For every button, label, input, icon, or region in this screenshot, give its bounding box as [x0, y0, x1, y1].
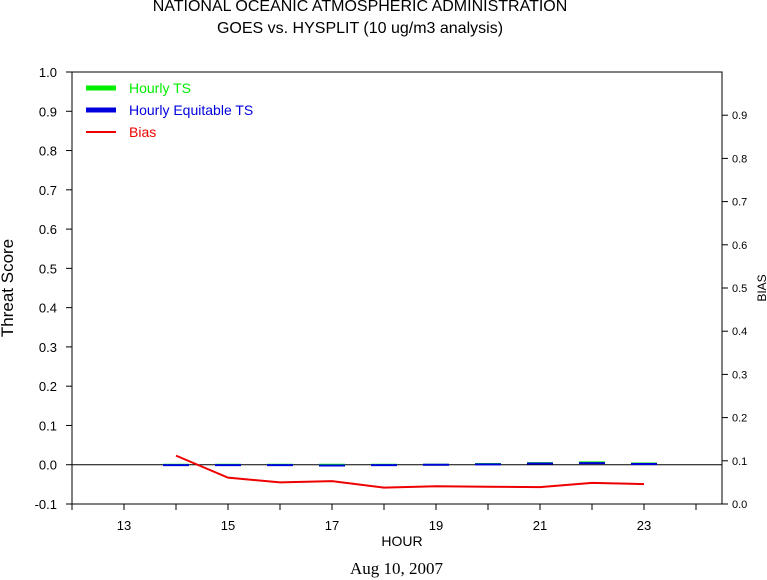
y-tick-label: 0.2 — [39, 379, 57, 394]
y2-tick-label: 0.5 — [732, 283, 747, 295]
x-tick-label: 17 — [325, 518, 339, 533]
y2-tick-label: 0.4 — [732, 326, 747, 338]
y-tick-label: 0.0 — [39, 458, 57, 473]
legend-label-0: Hourly TS — [129, 80, 191, 96]
date-label: Aug 10, 2007 — [349, 559, 444, 578]
y-tick-label: 0.3 — [39, 340, 57, 355]
series-2-line — [175, 454, 645, 489]
y2-tick-label: 0.9 — [732, 110, 747, 122]
y-tick-label: 0.7 — [39, 183, 57, 198]
y-axis-label: Threat Score — [0, 239, 17, 337]
x-axis-label: HOUR — [381, 533, 422, 549]
y-tick-label: 0.9 — [39, 104, 57, 119]
x-tick-label: 15 — [221, 518, 235, 533]
x-tick-label: 19 — [429, 518, 443, 533]
y2-tick-label: 0.0 — [732, 499, 747, 511]
y-tick-label: 1.0 — [39, 65, 57, 80]
y2-tick-label: 0.3 — [732, 369, 747, 381]
legend-label-2: Bias — [129, 124, 156, 140]
chart-title: NATIONAL OCEANIC ATMOSPHERIC ADMINISTRAT… — [152, 0, 568, 15]
y-tick-label: 0.1 — [39, 418, 57, 433]
chart-subtitle: GOES vs. HYSPLIT (10 ug/m3 analysis) — [216, 20, 504, 37]
y2-tick-label: 0.6 — [732, 240, 747, 252]
y-tick-label: 0.6 — [39, 222, 57, 237]
x-tick-label: 21 — [533, 518, 547, 533]
y2-tick-label: 0.8 — [732, 153, 747, 165]
y-tick-label: 0.8 — [39, 144, 57, 159]
y2-tick-label: 0.7 — [732, 197, 747, 209]
plot-frame — [71, 71, 723, 505]
y-tick-label: 0.5 — [39, 261, 57, 276]
y-tick-label: 0.4 — [39, 301, 57, 316]
y2-tick-label: 0.1 — [732, 456, 747, 468]
x-tick-label: 13 — [117, 518, 131, 533]
legend-label-1: Hourly Equitable TS — [129, 102, 253, 118]
y2-axis-label: BIAS — [755, 274, 767, 301]
x-tick-label: 23 — [637, 518, 651, 533]
y-tick-label: -0.1 — [35, 497, 57, 512]
y2-tick-label: 0.2 — [732, 413, 747, 425]
